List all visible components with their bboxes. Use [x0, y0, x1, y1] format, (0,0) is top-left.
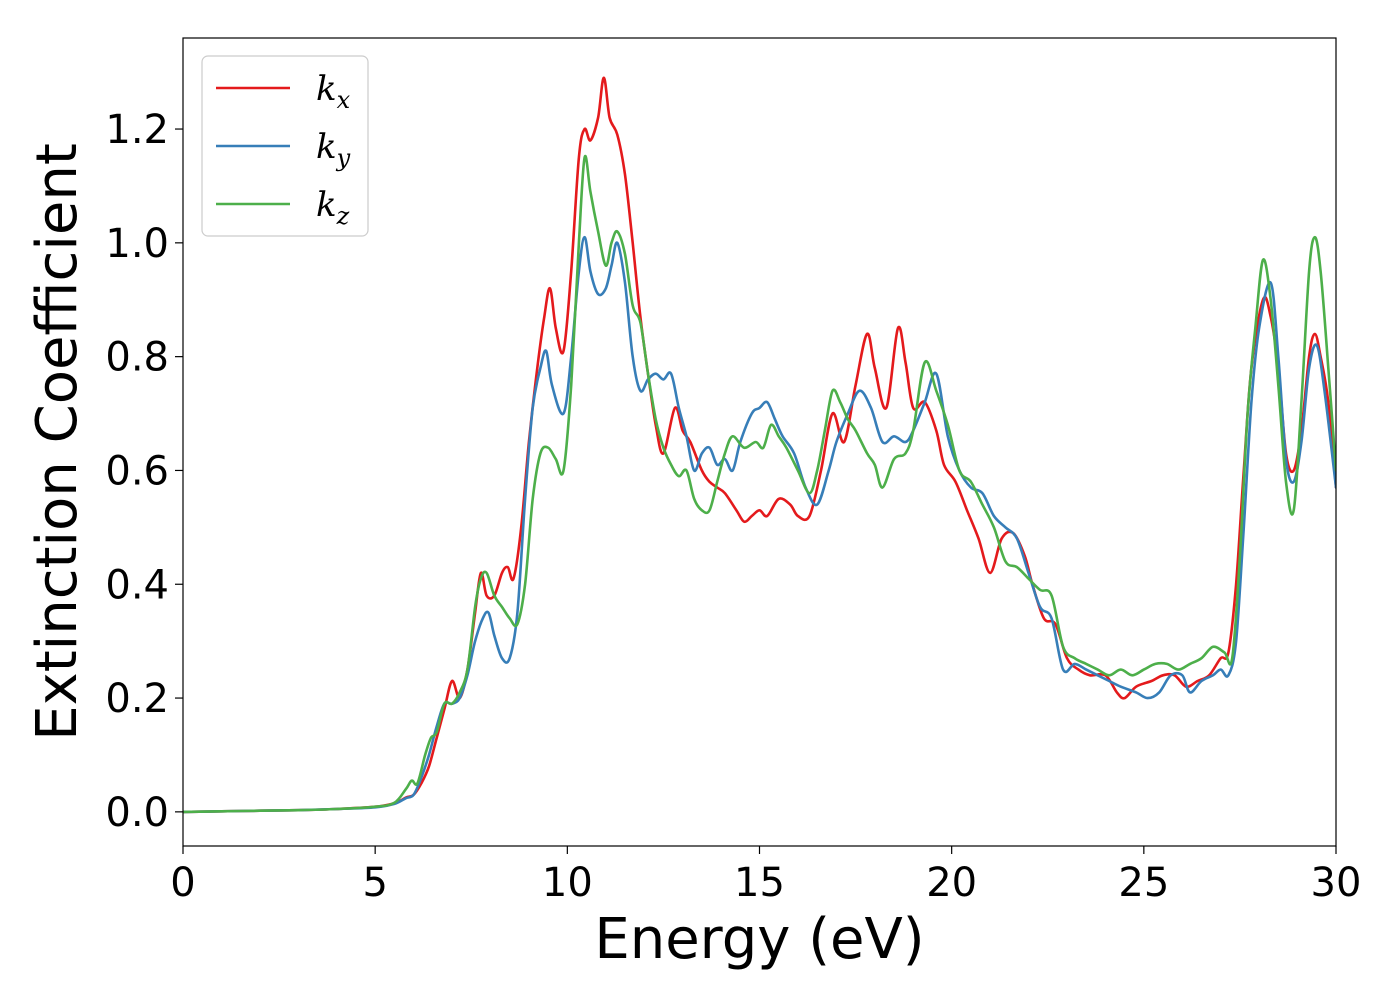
- y-tick-label: 0.8: [105, 335, 169, 381]
- legend: kx ky kz: [201, 55, 369, 237]
- y-axis-ticks: 0.0 0.2 0.4 0.6 0.8 1.0 1.2: [105, 107, 183, 836]
- series-line-y: [183, 235, 1336, 814]
- y-tick-label: 1.0: [105, 221, 169, 267]
- x-tick-label: 30: [1311, 860, 1362, 906]
- x-axis-ticks: 0 5 10 15 20 25 30: [170, 846, 1361, 906]
- y-tick-label: 0.0: [105, 790, 169, 836]
- x-tick-label: 10: [542, 860, 593, 906]
- plot-area: [182, 37, 1337, 847]
- x-axis-label: Energy (eV): [594, 907, 924, 972]
- y-axis-label: Extinction Coefficient: [25, 143, 90, 741]
- x-tick-label: 20: [926, 860, 977, 906]
- series-line-z: [183, 154, 1336, 814]
- x-tick-label: 25: [1118, 860, 1169, 906]
- x-tick-label: 0: [170, 860, 195, 906]
- y-tick-label: 0.4: [105, 562, 169, 608]
- x-tick-label: 15: [734, 860, 785, 906]
- legend-label: kx: [316, 69, 351, 114]
- legend-item-y: ky: [216, 127, 351, 172]
- y-tick-label: 1.2: [105, 107, 169, 153]
- legend-item-x: kx: [216, 69, 351, 114]
- y-tick-label: 0.2: [105, 676, 169, 722]
- series-layer: [183, 76, 1336, 814]
- legend-label: ky: [316, 127, 351, 172]
- x-tick-label: 5: [362, 860, 387, 906]
- legend-label: kz: [316, 185, 350, 230]
- y-tick-label: 0.6: [105, 448, 169, 494]
- legend-item-z: kz: [216, 185, 350, 230]
